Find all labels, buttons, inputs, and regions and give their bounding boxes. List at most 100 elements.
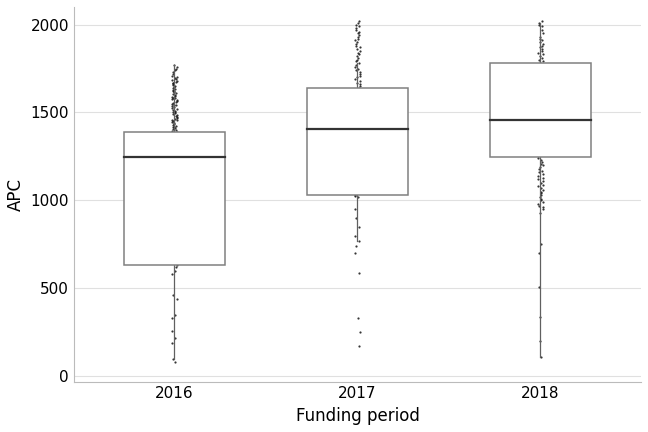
Point: [538, 121, 548, 128]
Point: [537, 42, 548, 49]
Point: [535, 123, 545, 130]
Point: [354, 77, 365, 84]
Point: [534, 56, 544, 63]
Point: [170, 238, 181, 245]
Point: [353, 54, 363, 61]
Point: [534, 165, 544, 172]
Point: [170, 67, 180, 74]
Point: [172, 114, 182, 121]
Point: [537, 114, 548, 121]
Point: [351, 243, 362, 250]
Point: [170, 101, 181, 108]
Point: [168, 194, 179, 200]
Point: [533, 107, 544, 114]
Point: [170, 241, 180, 248]
Point: [353, 115, 363, 122]
Point: [168, 142, 179, 149]
Point: [351, 26, 362, 33]
Point: [351, 21, 361, 28]
Point: [353, 131, 363, 138]
Point: [537, 97, 548, 104]
Point: [167, 103, 178, 110]
Point: [170, 133, 181, 140]
Point: [352, 79, 362, 86]
Point: [354, 72, 365, 79]
Point: [533, 88, 544, 95]
Point: [352, 39, 362, 46]
Point: [354, 126, 364, 133]
Point: [168, 157, 179, 164]
Point: [351, 67, 361, 74]
Point: [169, 193, 179, 200]
Point: [350, 159, 360, 166]
Point: [354, 69, 365, 76]
Point: [172, 295, 182, 302]
Point: [537, 18, 548, 25]
Point: [538, 30, 548, 37]
Point: [538, 69, 548, 76]
Point: [352, 114, 362, 121]
Point: [351, 42, 361, 49]
Point: [168, 163, 178, 170]
Point: [353, 18, 364, 25]
Point: [533, 21, 544, 28]
Point: [167, 218, 177, 225]
Point: [170, 144, 180, 151]
Point: [171, 98, 181, 105]
Point: [167, 198, 177, 205]
Point: [171, 74, 181, 81]
Point: [350, 121, 360, 128]
Point: [170, 156, 180, 163]
Point: [353, 56, 363, 63]
Point: [171, 132, 181, 139]
Point: [168, 229, 179, 235]
Point: [170, 92, 180, 99]
Point: [353, 130, 363, 137]
Point: [352, 163, 362, 170]
Point: [535, 184, 546, 191]
Point: [537, 167, 548, 174]
Point: [351, 155, 361, 162]
Point: [170, 205, 181, 212]
Point: [535, 98, 545, 105]
Point: [354, 60, 364, 67]
Point: [167, 155, 178, 162]
Point: [351, 85, 362, 92]
Point: [535, 338, 545, 345]
Point: [353, 181, 363, 188]
Point: [353, 97, 363, 104]
Point: [537, 192, 547, 199]
Point: [537, 54, 548, 61]
Point: [350, 160, 360, 167]
Point: [170, 216, 180, 223]
Point: [353, 183, 364, 190]
Point: [172, 97, 182, 104]
Point: [538, 130, 548, 137]
Point: [168, 236, 178, 243]
Point: [533, 200, 543, 207]
Point: [168, 87, 179, 94]
Point: [172, 98, 182, 105]
Point: [172, 225, 182, 232]
Point: [353, 184, 363, 191]
Point: [170, 267, 180, 274]
Point: [538, 171, 548, 178]
Point: [170, 85, 180, 92]
Point: [538, 41, 548, 48]
Point: [172, 145, 182, 152]
Point: [167, 95, 178, 102]
Point: [354, 48, 365, 54]
Point: [167, 96, 178, 103]
Point: [169, 202, 179, 209]
Point: [168, 81, 178, 88]
Point: [168, 80, 178, 87]
Point: [172, 166, 182, 173]
Point: [169, 219, 179, 226]
Point: [352, 167, 362, 174]
Point: [168, 61, 179, 68]
Point: [352, 172, 362, 178]
Point: [350, 158, 360, 165]
Point: [535, 35, 545, 42]
Point: [168, 124, 178, 131]
Point: [168, 194, 178, 201]
